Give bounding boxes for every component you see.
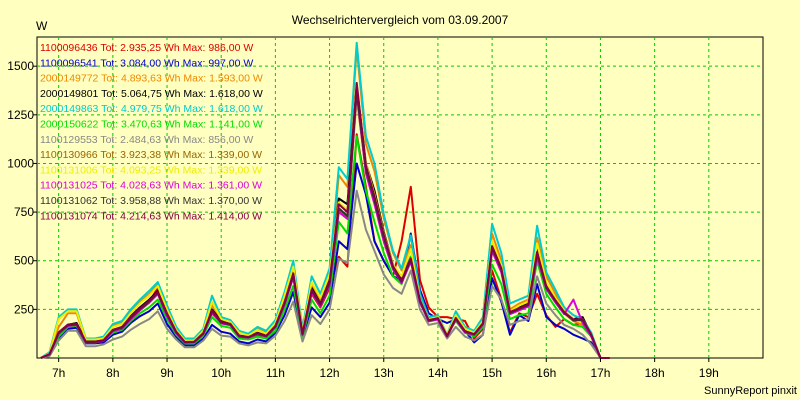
series-line-6 bbox=[40, 135, 610, 359]
x-tick-label: 7h bbox=[52, 366, 65, 380]
legend-entry: 1100129553 Tot: 2.484,63 Wh Max: 856,00 … bbox=[40, 134, 253, 146]
series-line-9 bbox=[40, 96, 610, 359]
y-tick-label: 250 bbox=[14, 302, 34, 316]
x-tick-label: 17h bbox=[590, 366, 610, 380]
series-line-5 bbox=[40, 41, 610, 359]
legend-entry: 1100131074 Tot: 4.214,63 Wh Max: 1.414,0… bbox=[40, 210, 262, 222]
y-tick-label: 1500 bbox=[7, 59, 34, 73]
y-axis-label: W bbox=[36, 19, 48, 33]
y-tick-label: 500 bbox=[14, 254, 34, 268]
series-lines bbox=[40, 41, 610, 359]
x-tick-label: 18h bbox=[645, 366, 665, 380]
series-line-2 bbox=[40, 162, 610, 359]
legend-entry: 1100131062 Tot: 3.958,88 Wh Max: 1.370,0… bbox=[40, 195, 262, 207]
x-tick-label: 9h bbox=[160, 366, 173, 380]
y-tick-label: 750 bbox=[14, 205, 34, 219]
y-tick-label: 1250 bbox=[7, 108, 34, 122]
legend-entry: 1100096436 Tot: 2.935,25 Wh Max: 986,00 … bbox=[40, 42, 253, 54]
legend-entry: 1100131025 Tot: 4.028,63 Wh Max: 1.361,0… bbox=[40, 180, 262, 192]
x-tick-label: 14h bbox=[428, 366, 448, 380]
chart-title: Wechselrichtervergleich vom 03.09.2007 bbox=[292, 13, 509, 27]
legend: 1100096436 Tot: 2.935,25 Wh Max: 986,00 … bbox=[40, 42, 263, 222]
legend-entry: 2000149863 Tot: 4.979,75 Wh Max: 1.618,0… bbox=[40, 103, 263, 115]
x-tick-label: 12h bbox=[320, 366, 340, 380]
x-tick-label: 15h bbox=[482, 366, 502, 380]
legend-entry: 1100130966 Tot: 3.923,38 Wh Max: 1.339,0… bbox=[40, 149, 262, 161]
grid bbox=[37, 37, 763, 358]
series-line-7 bbox=[40, 189, 610, 359]
legend-entry: 1100131006 Tot: 4.093,25 Wh Max: 1.339,0… bbox=[40, 164, 262, 176]
axes: 250 500 750 1000 1250 1500 7h 8h 9h 10h 11h 12h 13h 1… bbox=[7, 59, 719, 380]
x-tick-label: 19h bbox=[699, 366, 719, 380]
y-tick-label: 1000 bbox=[7, 156, 34, 170]
x-tick-label: 10h bbox=[211, 366, 231, 380]
legend-entry: 2000150622 Tot: 3.470,63 Wh Max: 1.141,0… bbox=[40, 119, 263, 131]
x-tick-label: 11h bbox=[266, 366, 285, 380]
legend-entry: 1100096541 Tot: 3.084,00 Wh Max: 997,00 … bbox=[40, 57, 253, 69]
legend-entry: 2000149801 Tot: 5.064,75 Wh Max: 1.618,0… bbox=[40, 88, 263, 100]
x-tick-label: 13h bbox=[374, 366, 394, 380]
footer-credit: SunnyReport pinxit bbox=[704, 385, 797, 397]
series-line-12 bbox=[40, 81, 610, 359]
x-tick-label: 8h bbox=[106, 366, 119, 380]
x-tick-label: 16h bbox=[536, 366, 556, 380]
legend-entry: 2000149772 Tot: 4.893,63 Wh Max: 1.593,0… bbox=[40, 73, 263, 85]
